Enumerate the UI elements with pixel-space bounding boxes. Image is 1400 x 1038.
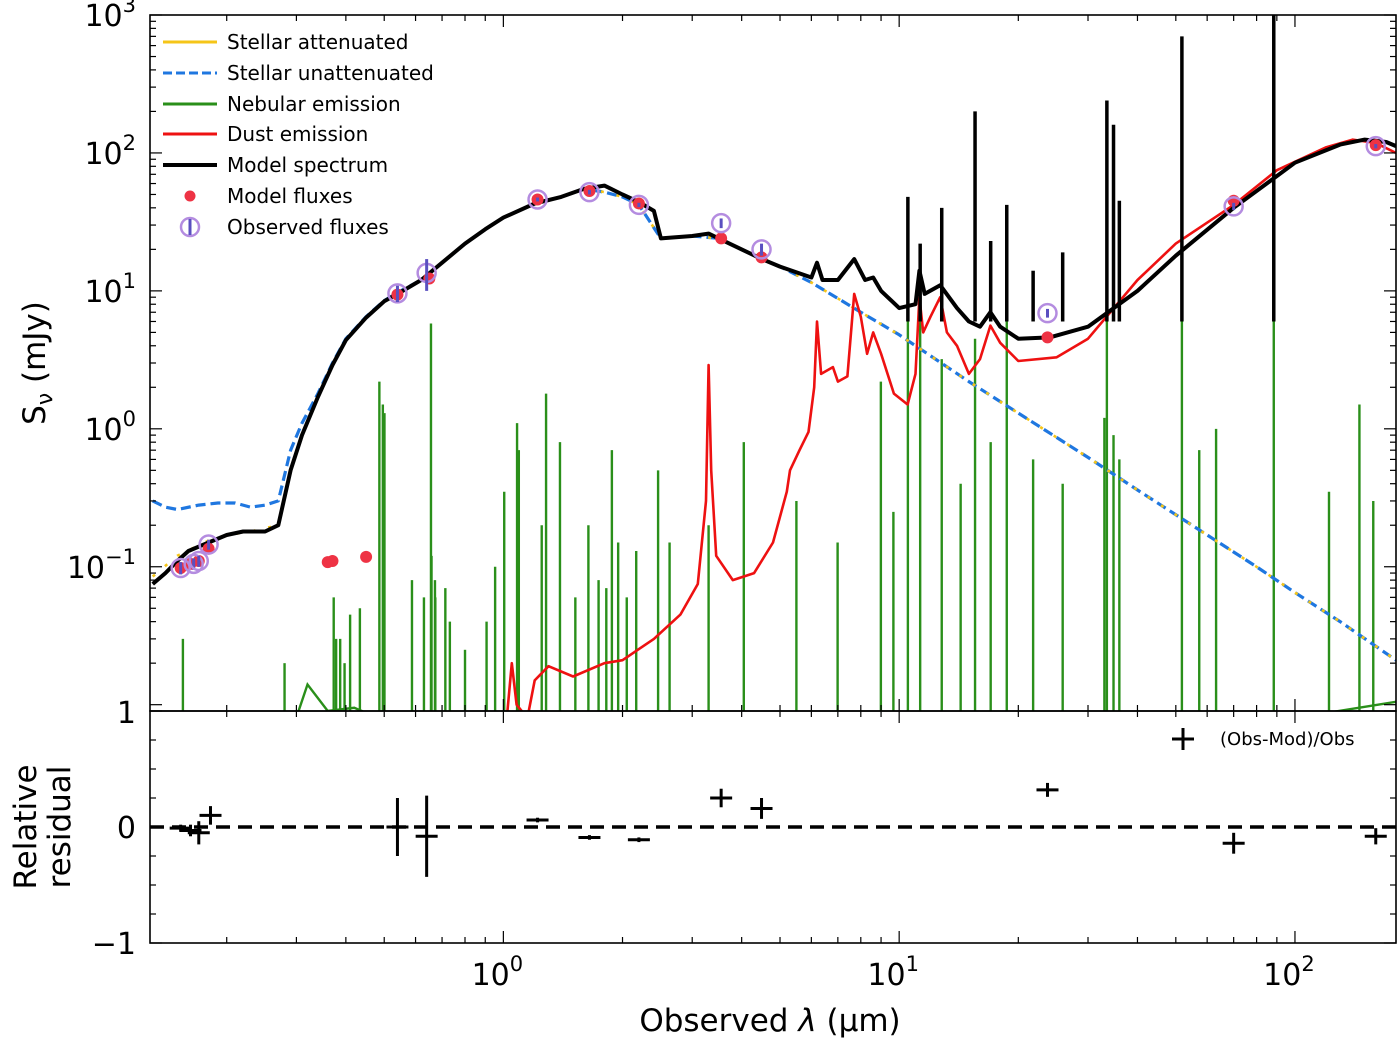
- nebular-emission-lines: [181, 166, 1396, 711]
- residual-y-tick-label-2: −1: [92, 927, 136, 962]
- model-flux-12: [715, 232, 728, 245]
- sed-axes-frame: [149, 14, 1397, 712]
- residual-y-tick-labels: 0 −1: [92, 811, 136, 962]
- xlabel-symbol: λ: [796, 1003, 816, 1038]
- residual-axes-frame: [149, 710, 1397, 944]
- xlabel-main: Observed: [639, 1003, 798, 1038]
- series-dust-emission: [506, 138, 1396, 711]
- residual-y-axis-label-line2: residual: [42, 766, 78, 889]
- residual-panel: 0−1 100 101 102 Relative residual Observed…: [8, 710, 1397, 1038]
- sed-y-tick-label-exp-4: −1: [105, 545, 136, 569]
- x-tick-label-2: 102: [1263, 952, 1315, 993]
- residual-y-axis-label-line1: Relative: [8, 764, 44, 889]
- residual-y-tick-label-1: 0: [117, 811, 136, 846]
- observed-flux-8: [628, 194, 650, 216]
- model-flux-6: [360, 550, 373, 563]
- residual-legend: (Obs-Mod)/Obs: [1172, 728, 1355, 750]
- sed-y-tick-label-exp-3: 0: [123, 407, 136, 431]
- sed-y-tick-label-3: 100: [84, 407, 136, 448]
- series-stellar-attenuated: [151, 187, 1396, 662]
- ylabel-sub: ν: [33, 393, 58, 405]
- sed-y-tick-label-5: 1: [117, 696, 136, 731]
- observed-flux-10: [751, 239, 772, 260]
- legend-label-stellar-unattenuated: Stellar unattenuated: [227, 61, 434, 85]
- sed-y-tick-label-base-4: 10: [67, 551, 105, 586]
- observed-flux-9: [710, 212, 732, 234]
- sed-y-tick-label-base-0: 10: [84, 0, 122, 34]
- sed-y-axis-label: Sν (mJy): [17, 301, 58, 425]
- sed-legend: Stellar attenuated Stellar unattenuated …: [163, 30, 434, 239]
- observed-flux-4: [387, 283, 408, 304]
- x-tick-label-exp-1: 1: [906, 952, 919, 976]
- observed-flux-7: [579, 181, 600, 203]
- observed-flux-13: [1365, 135, 1387, 157]
- legend-label-observed-fluxes: Observed fluxes: [227, 215, 389, 239]
- residual-points: [169, 782, 1387, 877]
- sed-y-tick-label-exp-2: 1: [123, 269, 136, 293]
- sed-y-tick-label-exp-0: 3: [123, 0, 136, 17]
- observed-flux-11: [1037, 302, 1058, 324]
- model-flux-14: [1041, 331, 1054, 344]
- sed-y-tick-label-base-1: 10: [84, 137, 122, 172]
- sed-axis-ticks: [150, 14, 1396, 711]
- nebular-continuum-far-ir: [1331, 700, 1396, 711]
- observed-flux-3: [198, 534, 219, 555]
- legend-marker-observed-fluxes: [179, 216, 201, 238]
- model-flux-5: [326, 555, 339, 568]
- x-tick-label-exp-2: 2: [1301, 952, 1314, 976]
- sed-plot-area: [151, 15, 1396, 711]
- legend-label-stellar-attenuated: Stellar attenuated: [227, 30, 408, 54]
- x-tick-label-exp-0: 0: [510, 952, 523, 976]
- observed-flux-points: [170, 135, 1387, 579]
- observed-flux-2: [188, 550, 210, 572]
- x-tick-label-0: 100: [472, 952, 524, 993]
- legend-label-nebular-emission: Nebular emission: [227, 92, 401, 116]
- sed-y-tick-label-1: 102: [84, 131, 136, 172]
- model-flux-points: [174, 139, 1382, 574]
- sed-y-tick-label-base-5: 1: [117, 696, 136, 731]
- sed-y-tick-label-0: 103: [84, 0, 136, 34]
- sed-y-tick-label-2: 101: [84, 269, 136, 310]
- legend-label-model-spectrum: Model spectrum: [227, 153, 388, 177]
- ylabel-main: S: [17, 405, 53, 425]
- xlabel-unit: (μm): [817, 1003, 901, 1038]
- x-tick-label-base-0: 10: [472, 958, 510, 993]
- x-tick-label-base-1: 10: [867, 958, 905, 993]
- legend-marker-model-fluxes: [184, 190, 196, 202]
- observed-flux-0: [170, 557, 191, 579]
- x-tick-label-base-2: 10: [1263, 958, 1301, 993]
- sed-y-tick-label-4: 10−1: [67, 545, 136, 586]
- legend-label-model-fluxes: Model fluxes: [227, 184, 353, 208]
- sed-y-tick-label-base-2: 10: [84, 275, 122, 310]
- residual-plot-area: [150, 782, 1396, 877]
- sed-y-tick-label-exp-1: 2: [123, 131, 136, 155]
- x-tick-labels: 100 101 102: [472, 952, 1315, 993]
- nebular-continuum: [297, 682, 365, 711]
- observed-flux-6: [527, 189, 548, 210]
- sed-y-tick-label-base-3: 10: [84, 413, 122, 448]
- sed-series: [151, 15, 1396, 711]
- x-axis-label: Observed λ (μm): [639, 1003, 900, 1038]
- series-stellar-unattenuated: [151, 187, 1396, 662]
- residual-legend-label: (Obs-Mod)/Obs: [1220, 729, 1355, 750]
- legend-label-dust-emission: Dust emission: [227, 122, 368, 146]
- residual-axis-ticks: [150, 710, 1396, 944]
- ylabel-unit: (mJy): [17, 301, 53, 393]
- x-tick-label-1: 101: [867, 952, 919, 993]
- observed-flux-12: [1223, 196, 1244, 217]
